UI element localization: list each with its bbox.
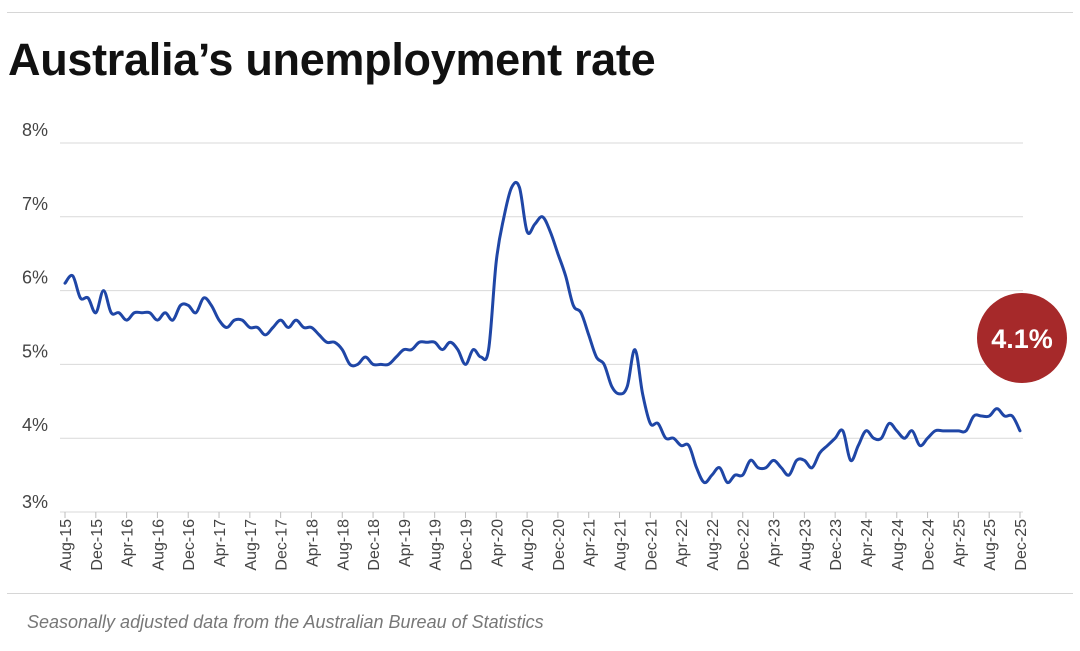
x-tick-label: Aug-15 bbox=[58, 519, 75, 571]
x-tick-label: Aug-22 bbox=[705, 519, 722, 571]
y-tick-label: 4% bbox=[22, 415, 48, 435]
x-tick-label: Dec-22 bbox=[736, 519, 753, 571]
x-tick-label: Aug-17 bbox=[243, 519, 260, 571]
x-tick-label: Dec-15 bbox=[89, 519, 106, 571]
x-tick-label: Dec-19 bbox=[458, 519, 475, 571]
x-tick-label: Dec-25 bbox=[1013, 519, 1030, 571]
x-tick-label: Dec-16 bbox=[181, 519, 198, 571]
y-tick-label: 5% bbox=[22, 341, 48, 361]
x-tick-label: Apr-25 bbox=[951, 519, 968, 567]
x-tick-label: Apr-20 bbox=[489, 519, 506, 567]
x-tick-label: Dec-23 bbox=[828, 519, 845, 571]
y-tick-label: 7% bbox=[22, 194, 48, 214]
x-tick-label: Aug-18 bbox=[335, 519, 352, 571]
x-tick-label: Apr-17 bbox=[212, 519, 229, 567]
y-tick-label: 3% bbox=[22, 492, 48, 512]
latest-value-badge bbox=[977, 293, 1067, 383]
x-tick-label: Dec-20 bbox=[551, 519, 568, 571]
x-tick-label: Dec-24 bbox=[921, 519, 938, 571]
y-tick-label: 6% bbox=[22, 268, 48, 288]
x-tick-label: Apr-24 bbox=[859, 519, 876, 567]
x-tick-label: Apr-19 bbox=[397, 519, 414, 567]
x-tick-label: Aug-20 bbox=[520, 519, 537, 571]
x-tick-label: Aug-24 bbox=[890, 519, 907, 571]
x-tick-label: Aug-16 bbox=[150, 519, 167, 571]
x-tick-label: Dec-21 bbox=[643, 519, 660, 571]
chart-title: Australia’s unemployment rate bbox=[8, 34, 656, 85]
x-tick-label: Aug-19 bbox=[428, 519, 445, 571]
x-tick-label: Apr-21 bbox=[582, 519, 599, 567]
x-tick-label: Apr-23 bbox=[767, 519, 784, 567]
x-tick-label: Aug-23 bbox=[797, 519, 814, 571]
x-tick-label: Dec-17 bbox=[274, 519, 291, 571]
x-tick-label: Aug-21 bbox=[613, 519, 630, 571]
x-tick-label: Dec-18 bbox=[366, 519, 383, 571]
source-note: Seasonally adjusted data from the Austra… bbox=[27, 612, 544, 632]
bottom-rule bbox=[7, 593, 1073, 594]
x-tick-label: Apr-22 bbox=[674, 519, 691, 567]
latest-value-label: 4.1% bbox=[991, 324, 1053, 354]
x-tick-label: Apr-18 bbox=[304, 519, 321, 567]
unemployment-rate-line bbox=[63, 180, 1022, 485]
x-tick-label: Aug-25 bbox=[982, 519, 999, 571]
x-tick-label: Apr-16 bbox=[120, 519, 137, 567]
top-rule bbox=[7, 12, 1073, 13]
y-tick-label: 8% bbox=[22, 120, 48, 140]
